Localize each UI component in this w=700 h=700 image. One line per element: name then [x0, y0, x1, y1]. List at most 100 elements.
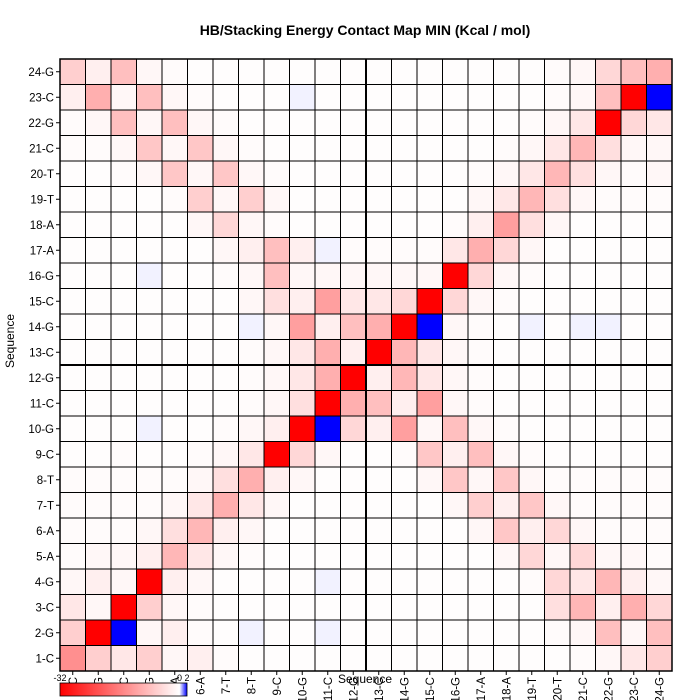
heatmap-cell-4-G-13-C [366, 569, 392, 595]
heatmap-cell-16-G-23-C [621, 263, 647, 289]
heatmap-cell-21-C-20-T [544, 135, 570, 161]
heatmap-cell-18-A-2-G [85, 212, 111, 238]
heatmap-cell-2-G-15-C [417, 620, 443, 646]
heatmap-cell-15-C-3-C [111, 288, 137, 314]
heatmap-cell-22-G-19-T [519, 110, 545, 136]
heatmap-cell-4-G-12-G [340, 569, 366, 595]
heatmap-cell-18-A-3-C [111, 212, 137, 238]
heatmap-cell-9-C-18-A [493, 441, 519, 467]
heatmap-cell-13-C-15-C [417, 339, 443, 365]
heatmap-cell-19-T-5-A [162, 186, 188, 212]
heatmap-cell-22-G-18-A [493, 110, 519, 136]
heatmap-cell-4-G-16-G [442, 569, 468, 595]
heatmap-cell-15-C-6-A [187, 288, 213, 314]
heatmap-cell-5-A-23-C [621, 543, 647, 569]
heatmap-cell-3-C-14-G [391, 594, 417, 620]
heatmap-cell-5-A-15-C [417, 543, 443, 569]
heatmap-cell-22-G-1-C [60, 110, 86, 136]
heatmap-cell-1-C-21-C [570, 645, 596, 671]
heatmap-cell-12-G-4-G [136, 365, 162, 391]
y-axis-label: Sequence [3, 314, 17, 368]
heatmap-cell-4-G-17-A [468, 569, 494, 595]
heatmap-cell-18-A-17-A [468, 212, 494, 238]
heatmap-cell-14-G-13-C [366, 314, 392, 340]
heatmap-cell-16-G-24-G [646, 263, 672, 289]
x-tick-label: 11-C [323, 677, 335, 700]
heatmap-cell-16-G-15-C [417, 263, 443, 289]
x-tick-label: 17-A [476, 677, 488, 700]
heatmap-cell-6-A-9-C [264, 518, 290, 544]
heatmap-cell-1-C-13-C [366, 645, 392, 671]
heatmap-cell-14-G-23-C [621, 314, 647, 340]
heatmap-cell-2-G-21-C [570, 620, 596, 646]
heatmap-cell-4-G-2-G [85, 569, 111, 595]
heatmap-cell-8-T-17-A [468, 467, 494, 493]
heatmap-cell-16-G-7-T [213, 263, 239, 289]
heatmap-cell-18-A-22-G [595, 212, 621, 238]
heatmap-cell-17-A-11-C [315, 237, 341, 263]
heatmap-cell-10-G-1-C [60, 416, 86, 442]
heatmap-cell-24-G-13-C [366, 59, 392, 85]
heatmap-cell-6-A-21-C [570, 518, 596, 544]
heatmap-cell-6-A-1-C [60, 518, 86, 544]
heatmap-cell-14-G-14-G [391, 314, 417, 340]
y-tick-label: 23-C [29, 92, 54, 104]
heatmap-cell-8-T-12-G [340, 467, 366, 493]
heatmap-cell-13-C-1-C [60, 339, 86, 365]
heatmap-cell-13-C-11-C [315, 339, 341, 365]
heatmap-cell-15-C-24-G [646, 288, 672, 314]
heatmap-cell-10-G-13-C [366, 416, 392, 442]
heatmap-cell-16-G-22-G [595, 263, 621, 289]
heatmap-cell-14-G-22-G [595, 314, 621, 340]
heatmap-cell-16-G-16-G [442, 263, 468, 289]
heatmap-cell-10-G-3-C [111, 416, 137, 442]
heatmap-cell-11-C-6-A [187, 390, 213, 416]
heatmap-cell-24-G-1-C [60, 59, 86, 85]
heatmap-cell-10-G-10-G [289, 416, 315, 442]
heatmap-cell-6-A-19-T [519, 518, 545, 544]
x-tick-label: 16-G [450, 677, 462, 700]
heatmap-cell-23-C-7-T [213, 84, 239, 110]
heatmap-cell-21-C-19-T [519, 135, 545, 161]
heatmap-cell-3-C-6-A [187, 594, 213, 620]
heatmap-cell-10-G-24-G [646, 416, 672, 442]
heatmap-cell-3-C-10-G [289, 594, 315, 620]
heatmap-cell-5-A-11-C [315, 543, 341, 569]
heatmap-cell-20-T-23-C [621, 161, 647, 187]
heatmap-cell-16-G-8-T [238, 263, 264, 289]
heatmap-cell-17-A-20-T [544, 237, 570, 263]
heatmap-cell-2-G-7-T [213, 620, 239, 646]
heatmap-cell-2-G-23-C [621, 620, 647, 646]
heatmap-cell-17-A-1-C [60, 237, 86, 263]
heatmap-cell-13-C-13-C [366, 339, 392, 365]
heatmap-cell-18-A-1-C [60, 212, 86, 238]
heatmap-cell-23-C-18-A [493, 84, 519, 110]
heatmap-cell-17-A-13-C [366, 237, 392, 263]
heatmap-cell-15-C-23-C [621, 288, 647, 314]
color-scale-bar [59, 682, 188, 697]
heatmap-cell-18-A-11-C [315, 212, 341, 238]
heatmap-cell-19-T-10-G [289, 186, 315, 212]
heatmap-cell-14-G-1-C [60, 314, 86, 340]
heatmap-cell-17-A-14-G [391, 237, 417, 263]
heatmap-cell-8-T-21-C [570, 467, 596, 493]
heatmap-cell-24-G-24-G [646, 59, 672, 85]
heatmap-cell-20-T-13-C [366, 161, 392, 187]
heatmap-cell-8-T-20-T [544, 467, 570, 493]
heatmap-cell-6-A-6-A [187, 518, 213, 544]
heatmap-cell-17-A-17-A [468, 237, 494, 263]
heatmap-cell-9-C-1-C [60, 441, 86, 467]
heatmap-cell-3-C-15-C [417, 594, 443, 620]
heatmap-cell-4-G-20-T [544, 569, 570, 595]
heatmap-cell-10-G-12-G [340, 416, 366, 442]
heatmap-cell-9-C-24-G [646, 441, 672, 467]
heatmap-cell-11-C-7-T [213, 390, 239, 416]
heatmap-cell-17-A-16-G [442, 237, 468, 263]
heatmap-cell-15-C-17-A [468, 288, 494, 314]
heatmap-cell-12-G-24-G [646, 365, 672, 391]
heatmap-cell-14-G-19-T [519, 314, 545, 340]
heatmap-cell-13-C-21-C [570, 339, 596, 365]
heatmap-cell-17-A-3-C [111, 237, 137, 263]
heatmap-grid [59, 58, 673, 672]
heatmap-cell-9-C-17-A [468, 441, 494, 467]
